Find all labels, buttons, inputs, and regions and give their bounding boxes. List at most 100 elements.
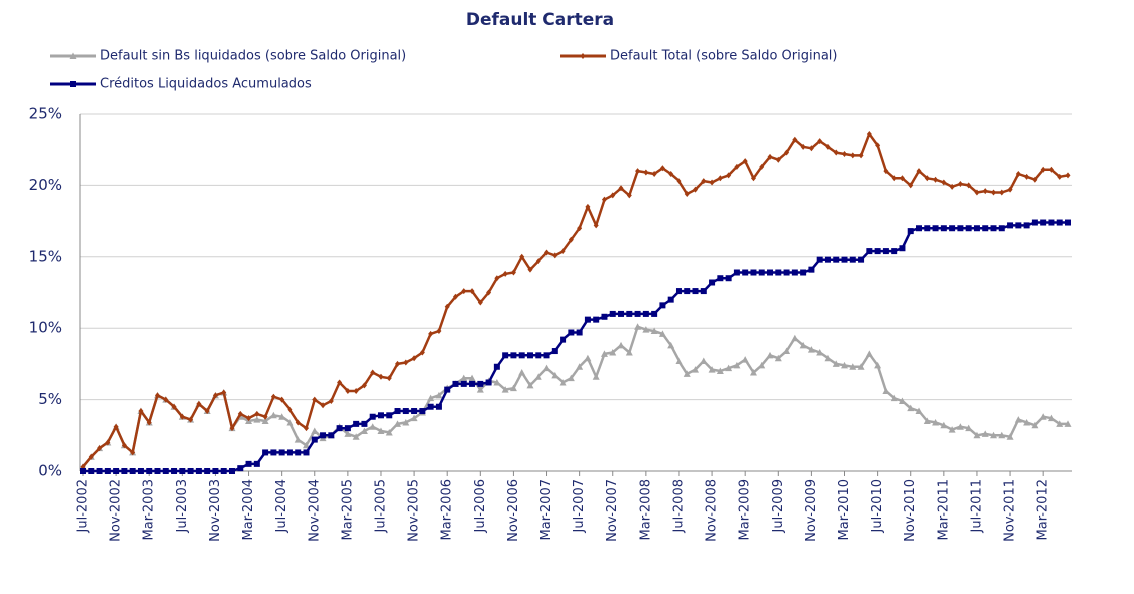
series-marker xyxy=(850,152,856,159)
series-marker xyxy=(866,248,873,255)
series-marker xyxy=(998,431,1006,439)
series-marker xyxy=(403,359,409,366)
series-marker xyxy=(932,418,940,426)
series-marker xyxy=(924,175,930,182)
series-marker xyxy=(88,453,94,460)
series-marker xyxy=(600,350,608,357)
series-marker xyxy=(302,441,310,449)
series-marker xyxy=(824,256,831,263)
series-marker xyxy=(634,323,642,330)
series-marker xyxy=(908,182,914,189)
series-marker xyxy=(253,460,260,467)
series-marker xyxy=(832,360,840,367)
x-tick-label: Mar-2010 xyxy=(837,479,852,540)
series-marker xyxy=(965,225,972,232)
series-marker xyxy=(808,145,814,152)
series-marker xyxy=(733,361,741,369)
series-marker xyxy=(96,468,103,474)
series-marker xyxy=(949,183,955,190)
series-marker xyxy=(444,303,450,310)
series-marker xyxy=(287,406,293,413)
series-marker xyxy=(833,256,840,263)
legend-marker xyxy=(580,53,586,59)
series-marker xyxy=(783,269,790,276)
series-marker xyxy=(270,393,276,400)
series-marker xyxy=(676,178,682,185)
series-marker xyxy=(642,326,650,333)
series-marker xyxy=(411,408,418,415)
series-marker xyxy=(535,258,541,265)
x-tick-label: Nov-2008 xyxy=(705,479,720,542)
series-marker xyxy=(717,175,723,182)
y-tick-label: 0% xyxy=(38,462,62,480)
series-marker xyxy=(808,266,815,273)
series-marker xyxy=(435,403,442,410)
series-marker xyxy=(982,225,989,232)
x-tick-label: Jul-2006 xyxy=(473,479,488,533)
series-marker xyxy=(858,152,864,159)
series-marker xyxy=(899,175,905,182)
series-marker xyxy=(1007,186,1013,193)
series-marker xyxy=(948,426,956,433)
series-marker xyxy=(609,348,617,356)
series-marker xyxy=(882,387,890,395)
series-marker xyxy=(353,420,360,427)
series-marker xyxy=(1047,414,1055,422)
series-marker xyxy=(534,373,542,380)
series-marker xyxy=(610,192,616,199)
series-marker xyxy=(949,225,956,232)
series-marker xyxy=(973,431,981,439)
series-marker xyxy=(709,179,715,186)
series-marker xyxy=(427,394,435,402)
series-marker xyxy=(1024,173,1030,180)
series-marker xyxy=(734,163,740,170)
x-tick-label: Jul-2009 xyxy=(771,479,786,533)
chart-title: Default Cartera xyxy=(466,10,614,30)
series-marker xyxy=(974,189,980,196)
series-marker xyxy=(295,419,301,426)
series-marker xyxy=(328,432,335,439)
series-marker xyxy=(129,468,136,474)
series-marker xyxy=(576,363,584,370)
series-marker xyxy=(88,468,95,474)
series-marker xyxy=(592,373,600,380)
series-marker xyxy=(774,354,782,362)
x-tick-label: Jul-2003 xyxy=(175,479,190,533)
series-marker xyxy=(468,374,476,382)
series-marker xyxy=(105,439,111,446)
series-marker xyxy=(577,225,583,232)
series-marker xyxy=(204,408,210,415)
series-marker xyxy=(907,404,915,412)
series-marker xyxy=(973,225,980,232)
series-marker xyxy=(294,436,302,443)
series-marker xyxy=(701,178,707,185)
series-marker xyxy=(154,468,161,474)
series-marker xyxy=(394,408,401,415)
series-marker xyxy=(659,165,665,172)
series-marker xyxy=(568,329,575,336)
series-marker xyxy=(965,424,973,432)
series-marker xyxy=(1065,172,1071,179)
x-tick-label: Nov-2004 xyxy=(307,479,322,542)
series-marker xyxy=(874,361,882,369)
series-marker xyxy=(361,420,368,427)
series-marker xyxy=(461,288,467,295)
series-marker xyxy=(990,431,998,439)
series-marker xyxy=(1031,219,1038,226)
series-marker xyxy=(956,423,964,430)
series-marker xyxy=(749,368,757,376)
series-marker xyxy=(899,245,906,252)
series-marker xyxy=(858,256,865,263)
series-marker xyxy=(154,392,160,399)
series-marker xyxy=(891,248,898,255)
series-marker xyxy=(493,378,501,386)
series-marker xyxy=(758,361,766,369)
series-marker xyxy=(1056,219,1063,226)
series-marker xyxy=(716,367,724,375)
x-tick-label: Nov-2005 xyxy=(407,479,422,542)
series-marker xyxy=(800,143,806,150)
series-marker xyxy=(924,225,931,232)
series-marker xyxy=(544,249,550,256)
series-marker xyxy=(708,366,716,373)
series-marker xyxy=(658,330,666,337)
